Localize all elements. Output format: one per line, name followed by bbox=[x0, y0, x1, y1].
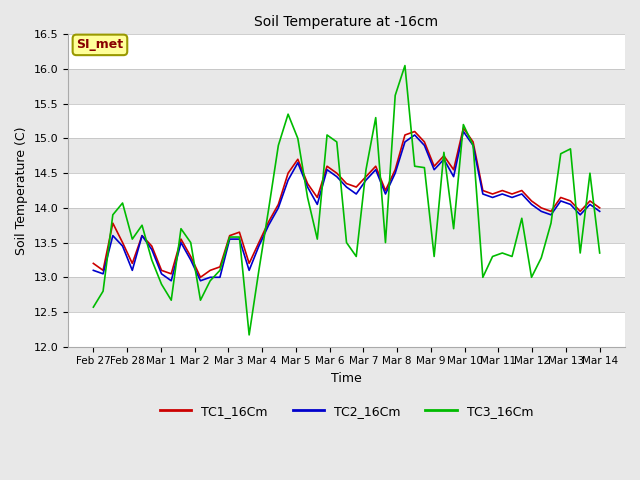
TC3_16Cm bbox=[392, 93, 399, 98]
TC2_16Cm bbox=[430, 167, 438, 173]
TC3_16Cm bbox=[245, 332, 253, 338]
Text: SI_met: SI_met bbox=[76, 38, 124, 51]
TC2_16Cm bbox=[420, 143, 428, 148]
Bar bbox=[68, 138, 625, 173]
TC1_16Cm bbox=[401, 132, 409, 138]
TC1_16Cm bbox=[430, 163, 438, 169]
Bar bbox=[68, 312, 625, 347]
TC1_16Cm bbox=[196, 275, 204, 280]
TC3_16Cm bbox=[499, 250, 506, 256]
Line: TC1_16Cm: TC1_16Cm bbox=[93, 128, 600, 277]
TC3_16Cm bbox=[226, 234, 234, 240]
TC1_16Cm bbox=[499, 188, 506, 193]
Bar bbox=[68, 277, 625, 312]
TC3_16Cm bbox=[596, 250, 604, 256]
Line: TC2_16Cm: TC2_16Cm bbox=[93, 132, 600, 281]
TC2_16Cm bbox=[236, 236, 243, 242]
Line: TC3_16Cm: TC3_16Cm bbox=[93, 66, 600, 335]
X-axis label: Time: Time bbox=[331, 372, 362, 385]
TC3_16Cm bbox=[430, 253, 438, 259]
Bar bbox=[68, 242, 625, 277]
TC1_16Cm bbox=[236, 229, 243, 235]
TC2_16Cm bbox=[168, 278, 175, 284]
Bar bbox=[68, 208, 625, 242]
Y-axis label: Soil Temperature (C): Soil Temperature (C) bbox=[15, 126, 28, 255]
TC2_16Cm bbox=[499, 191, 506, 197]
Bar bbox=[68, 173, 625, 208]
TC1_16Cm bbox=[596, 205, 604, 211]
Bar bbox=[68, 104, 625, 138]
TC3_16Cm bbox=[401, 63, 409, 69]
TC2_16Cm bbox=[392, 170, 399, 176]
Bar bbox=[68, 35, 625, 69]
Bar bbox=[68, 69, 625, 104]
TC2_16Cm bbox=[460, 129, 467, 134]
TC1_16Cm bbox=[90, 261, 97, 266]
TC1_16Cm bbox=[460, 125, 467, 131]
TC3_16Cm bbox=[440, 149, 448, 155]
TC2_16Cm bbox=[596, 208, 604, 214]
TC1_16Cm bbox=[420, 139, 428, 145]
Legend: TC1_16Cm, TC2_16Cm, TC3_16Cm: TC1_16Cm, TC2_16Cm, TC3_16Cm bbox=[155, 400, 538, 423]
TC1_16Cm bbox=[392, 167, 399, 173]
TC3_16Cm bbox=[411, 163, 419, 169]
Title: Soil Temperature at -16cm: Soil Temperature at -16cm bbox=[255, 15, 438, 29]
TC2_16Cm bbox=[401, 139, 409, 145]
TC2_16Cm bbox=[90, 267, 97, 273]
TC3_16Cm bbox=[90, 304, 97, 310]
